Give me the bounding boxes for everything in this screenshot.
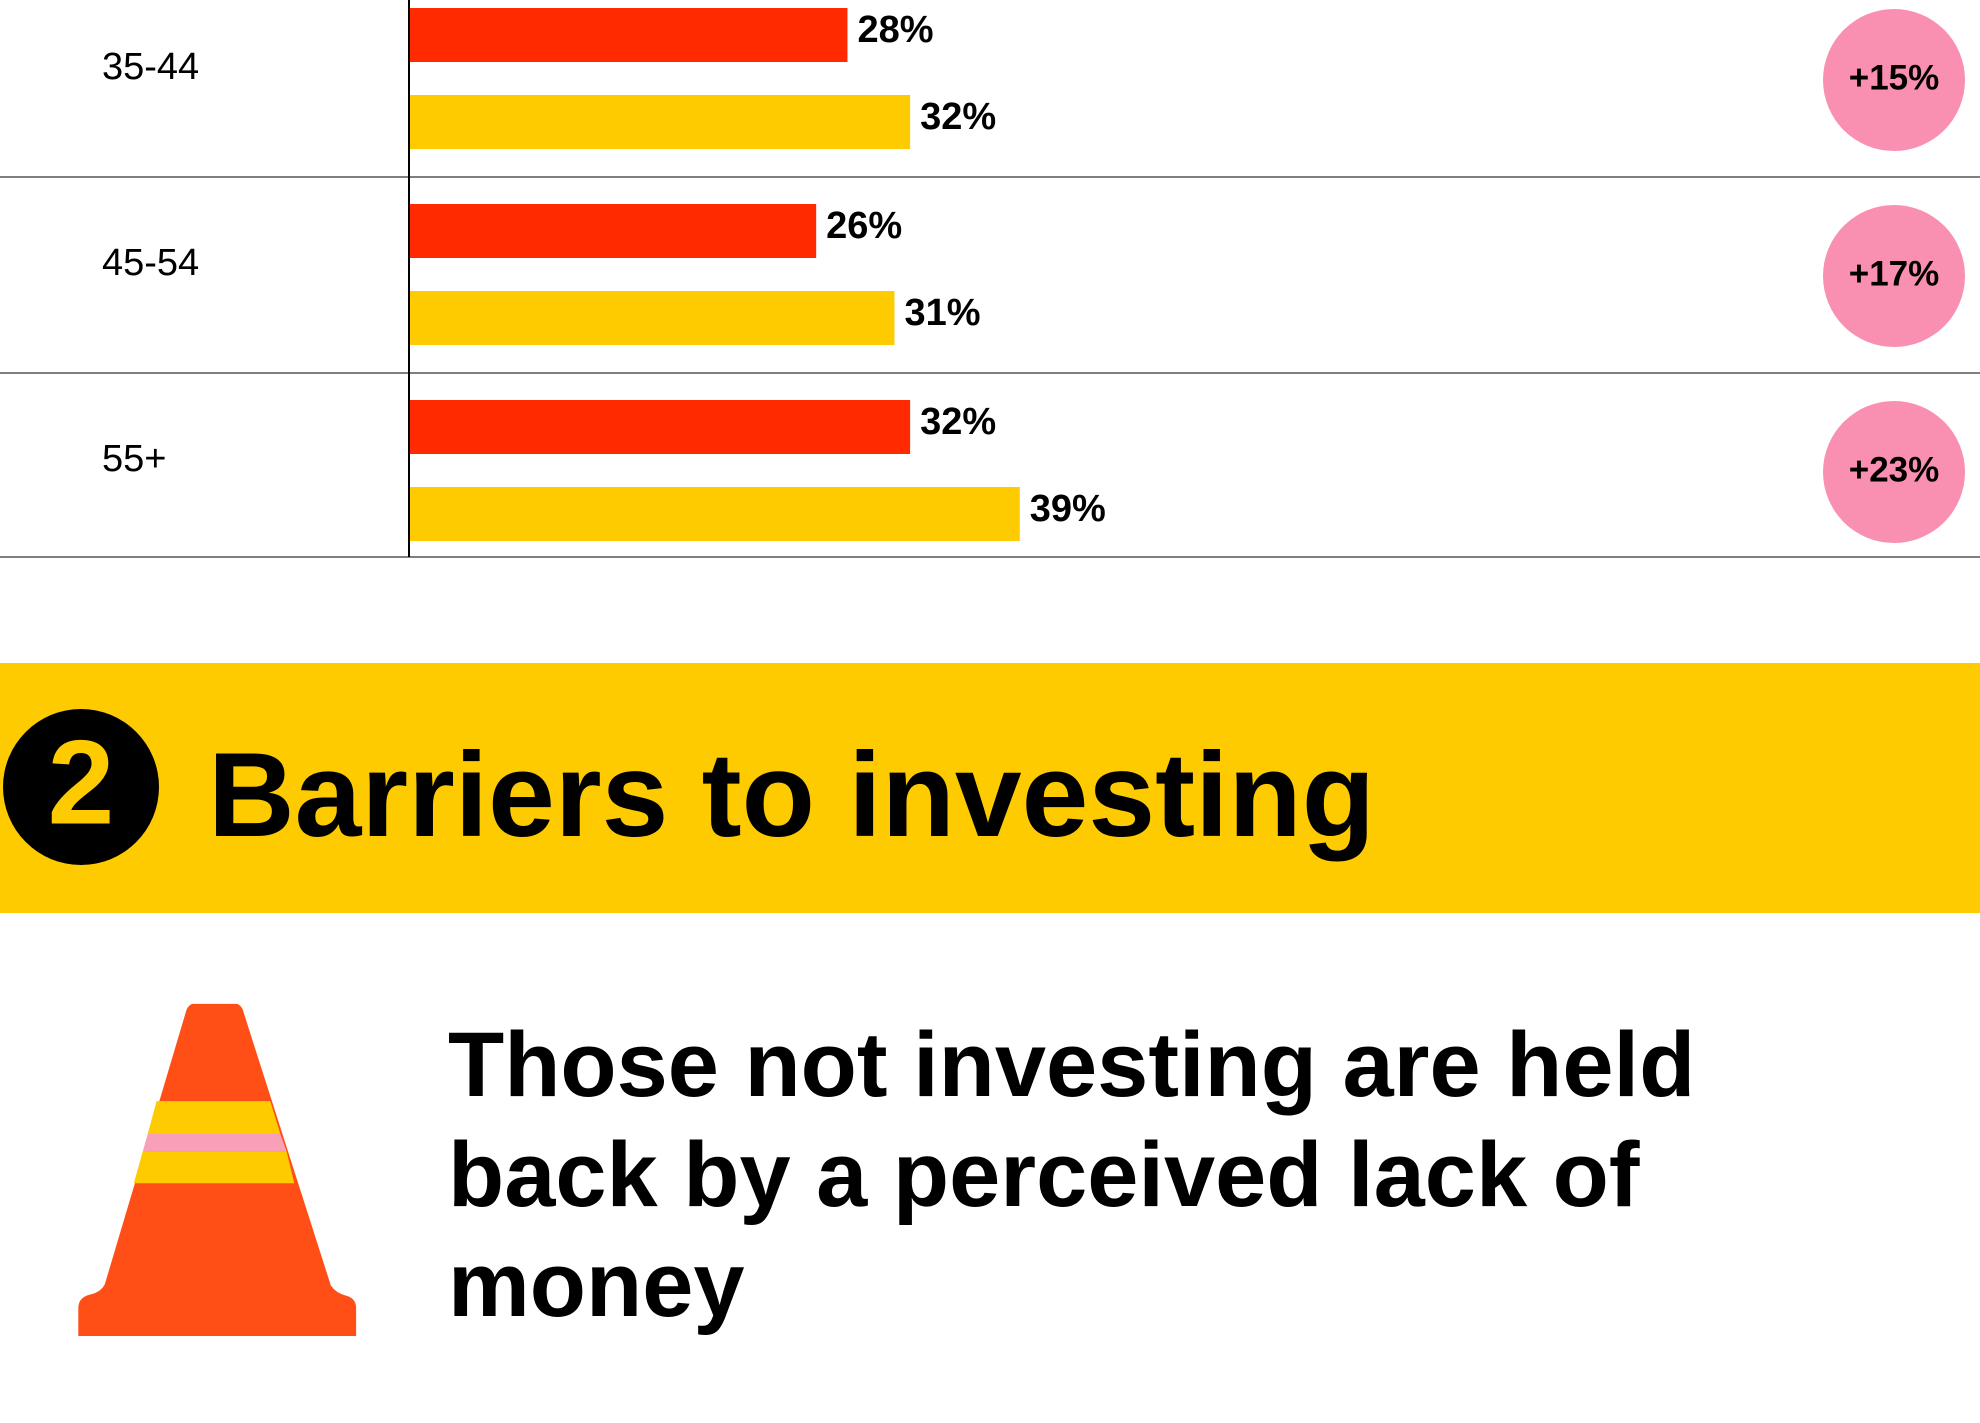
value-label: 32% xyxy=(920,96,996,138)
section-title: Barriers to investing xyxy=(208,728,1375,862)
change-badge-label: +15% xyxy=(1849,58,1940,97)
value-label: 32% xyxy=(920,401,996,443)
category-label: 35-44 xyxy=(102,46,199,88)
bar xyxy=(409,95,911,149)
category-label: 55+ xyxy=(102,438,166,480)
value-label: 26% xyxy=(826,205,902,247)
change-badge-label: +23% xyxy=(1849,450,1940,489)
bar xyxy=(409,204,817,258)
change-badge-label: +17% xyxy=(1849,254,1940,293)
cone-icon xyxy=(78,1003,357,1337)
section-number-circle xyxy=(3,709,159,865)
headline-line: back by a perceived lack of xyxy=(448,1124,1640,1226)
value-label: 31% xyxy=(904,292,980,334)
bar xyxy=(409,400,911,454)
change-badge xyxy=(1823,9,1965,151)
value-label: 39% xyxy=(1030,488,1106,530)
headline-line: Those not investing are held xyxy=(448,1014,1695,1116)
bar xyxy=(409,8,848,62)
bar xyxy=(409,291,895,345)
headline-line: money xyxy=(448,1234,745,1336)
section-number: 2 xyxy=(48,716,115,850)
value-label: 28% xyxy=(857,9,933,51)
section-band xyxy=(0,663,1980,913)
change-badge xyxy=(1823,401,1965,543)
category-label: 45-54 xyxy=(102,242,199,284)
bar xyxy=(409,487,1020,541)
change-badge xyxy=(1823,205,1965,347)
